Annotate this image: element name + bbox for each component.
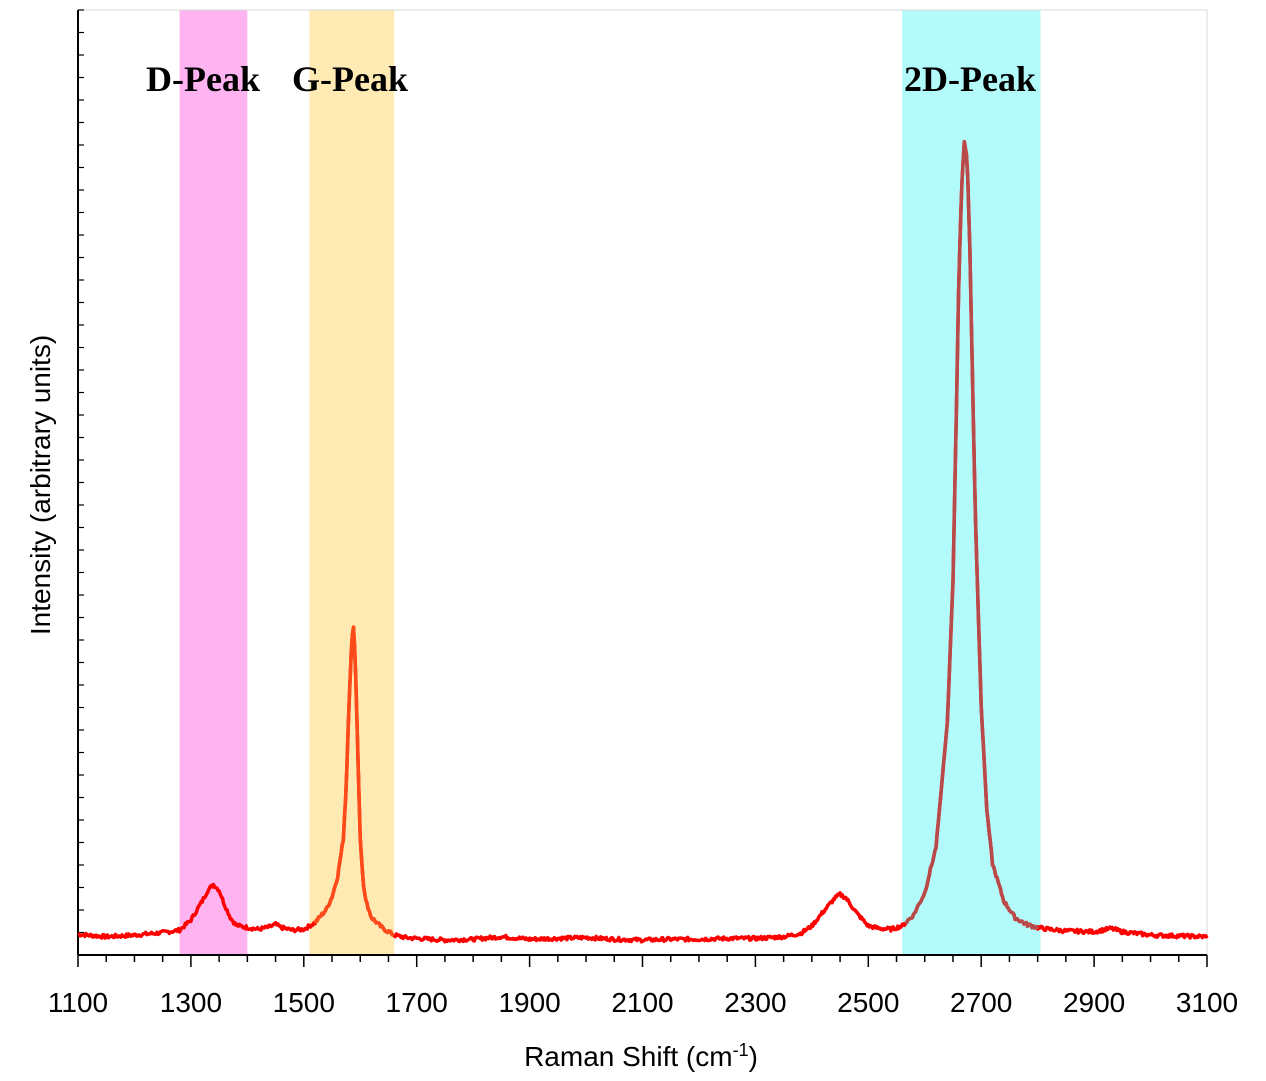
g-peak-line	[313, 625, 396, 938]
axis-ticks	[77, 9, 1208, 967]
x-tick-label: 2500	[837, 987, 899, 1018]
x-axis-title: Raman Shift (cm-1)	[524, 1040, 758, 1072]
x-tick-label: 2900	[1063, 987, 1125, 1018]
peak-label-g-peak: G-Peak	[292, 59, 408, 99]
x-tick-label: 2700	[950, 987, 1012, 1018]
2d-peak-line	[904, 139, 1040, 930]
spectrum-series	[77, 139, 1209, 944]
y-axis-title: Intensity (arbitrary units)	[25, 335, 56, 635]
band-d-peak	[179, 10, 248, 955]
x-tick-labels: 1100 1300 1500 1700 1900 2100 2300 2500 2700 2900…	[48, 987, 1238, 1018]
band-g-peak	[309, 10, 395, 955]
x-tick-label: 1700	[386, 987, 448, 1018]
band-2d-peak	[902, 10, 1041, 955]
x-tick-label: 1900	[498, 987, 560, 1018]
peak-labels: D-Peak G-Peak 2D-Peak	[146, 59, 1036, 99]
x-tick-label: 1100	[48, 987, 108, 1018]
x-tick-label: 2300	[724, 987, 786, 1018]
peak-bands	[179, 10, 1041, 955]
peak-label-d-peak: D-Peak	[146, 59, 260, 99]
x-tick-label: 3100	[1176, 987, 1238, 1018]
x-tick-label: 1300	[160, 987, 222, 1018]
x-tick-label: 2100	[611, 987, 673, 1018]
x-tick-label: 1500	[273, 987, 335, 1018]
peak-label-2d-peak: 2D-Peak	[904, 59, 1036, 99]
